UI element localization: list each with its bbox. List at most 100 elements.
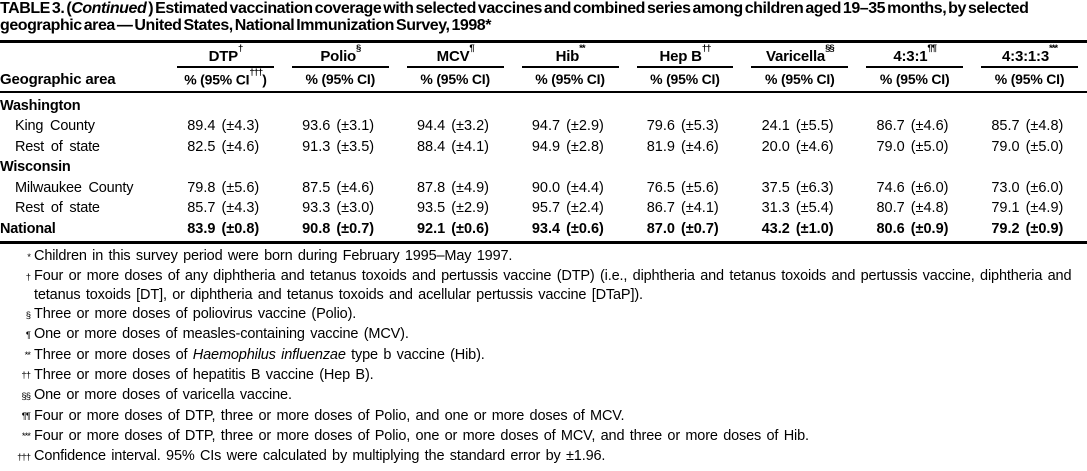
coverage-value: 43.2 (761, 220, 790, 237)
footnote-marker: §§ (21, 390, 31, 402)
column-ci-header: % (95% CI) (650, 71, 720, 87)
ci-value: (±4.6) (221, 138, 260, 155)
row-label: National (0, 220, 56, 237)
table-cell: 82.5 (±4.6) (168, 139, 283, 155)
column-header-cell: 4:3:1:3*** (972, 43, 1087, 68)
table-row: King County 89.4 (±4.3) 93.6 (±3.1) 94.4 (±3.2… (0, 116, 1087, 137)
ci-value: (±0.7) (680, 220, 719, 237)
table-cell: 79.8 (±5.6) (168, 180, 283, 196)
table-body: Washington King County 89.4 (±4.3) 93.6 (±3.1… (0, 93, 1087, 242)
title-continued: Continued (71, 0, 147, 17)
table-cell: 74.6 (±6.0) (857, 180, 972, 196)
table-cell: 90.8 (±0.7) (283, 221, 398, 237)
column-header-polio: Polio§ (291, 43, 389, 68)
table-cell: 95.7 (±2.4) (513, 200, 628, 216)
column-header-cell: DTP† (168, 43, 283, 68)
footnote-text: Four or more doses of DTP, three or more… (34, 427, 809, 444)
ci-value: (±3.1) (336, 118, 375, 135)
ci-value: (±4.8) (910, 200, 949, 217)
table-row: Rest of state 85.7 (±4.3) 93.3 (±3.0) 93.5 (±2… (0, 198, 1087, 219)
coverage-value: 79.2 (991, 220, 1020, 237)
coverage-value: 80.6 (876, 220, 905, 237)
title-rest: ) Estimated vaccination coverage with se… (0, 0, 1029, 34)
footnotes: * Children in this survey period were bor… (0, 247, 1087, 467)
table-cell: 87.8 (±4.9) (398, 180, 513, 196)
table-cell: 43.2 (±1.0) (742, 221, 857, 237)
footnote-text: One or more doses of measles-containing … (34, 326, 409, 343)
table-cell: 85.7 (±4.3) (168, 200, 283, 216)
coverage-value: 93.6 (302, 118, 331, 135)
row-label: Milwaukee County (15, 179, 134, 196)
ci-value: (±4.6) (680, 138, 719, 155)
ci-value: (±1.0) (795, 220, 834, 237)
coverage-value: 87.5 (302, 179, 331, 196)
table-cell: 83.9 (±0.8) (168, 221, 283, 237)
table-cell: 90.0 (±4.4) (513, 180, 628, 196)
footnote: § Three or more doses of poliovirus vacci… (0, 305, 1087, 325)
coverage-value: 86.7 (876, 118, 905, 135)
ci-value: (±6.3) (795, 179, 834, 196)
table-cell: 81.9 (±4.6) (628, 139, 743, 155)
footnote-marker: § (25, 309, 31, 321)
ci-value: (±3.2) (451, 118, 489, 135)
column-header-cell: 4:3:1¶¶ (857, 43, 972, 68)
column-footnote-marker: *** (1049, 43, 1058, 54)
column-ci-header: % (95% CI) (994, 71, 1065, 87)
ci-value: (±5.6) (680, 179, 719, 196)
footnote-text: Four or more doses of any diphtheria and… (34, 268, 1072, 304)
coverage-value: 31.3 (761, 200, 790, 217)
table-cell: 93.4 (±0.6) (513, 221, 628, 237)
column-footnote-marker: ¶¶ (927, 43, 937, 54)
column-footnote-marker: §§ (825, 43, 835, 54)
ci-value: (±4.6) (336, 179, 375, 196)
column-header-varicella: Varicella§§ (751, 43, 849, 68)
column-ci-header: % (95% CI) (765, 71, 835, 87)
table-cell: 31.3 (±5.4) (742, 200, 857, 216)
footnote: ††† Confidence interval. 95% CIs were cal… (0, 447, 1087, 467)
ci-value: (±5.3) (680, 118, 719, 135)
footnote: † Four or more doses of any diphtheria an… (0, 267, 1087, 305)
coverage-value: 91.3 (302, 138, 331, 155)
table-cell: 79.0 (±5.0) (972, 139, 1087, 155)
coverage-value: 92.1 (416, 220, 446, 237)
coverage-value: 89.4 (187, 118, 216, 135)
column-header-mcv: MCV¶ (406, 43, 504, 68)
coverage-value: 79.6 (646, 118, 675, 135)
footnote-italic-term: Haemophilus influenzae (192, 346, 346, 363)
ci-value: (±0.9) (1025, 220, 1064, 237)
coverage-value: 79.8 (187, 179, 216, 196)
column-ci-header: % (95% CI) (879, 71, 950, 87)
table-cell: 94.7 (±2.9) (513, 118, 628, 134)
column-header-4-3-1: 4:3:1¶¶ (866, 43, 964, 68)
coverage-value: 87.8 (416, 179, 446, 196)
table-cell: 93.5 (±2.9) (398, 200, 513, 216)
footnote: §§ One or more doses of varicella vaccine… (0, 386, 1087, 406)
table-bottom-rule (0, 241, 1087, 245)
coverage-value: 81.9 (646, 138, 675, 155)
table-cell: 93.6 (±3.1) (283, 118, 398, 134)
coverage-value: 93.5 (416, 200, 446, 217)
column-ci-header: % (95% CI) (420, 71, 490, 87)
column-header-4-3-1-3: 4:3:1:3*** (981, 43, 1078, 68)
coverage-value: 90.8 (302, 220, 331, 237)
ci-value: (±4.1) (680, 200, 719, 217)
footnote-marker: ** (24, 350, 31, 362)
coverage-value: 94.7 (531, 118, 561, 135)
coverage-value: 88.4 (416, 138, 446, 155)
footnote-marker: ¶¶ (21, 411, 31, 423)
ci-value: (±2.4) (566, 200, 604, 217)
coverage-value: 73.0 (991, 179, 1020, 196)
table-cell: 86.7 (±4.1) (628, 200, 743, 216)
footnote-text: Three or more doses of hepatitis B vacci… (34, 366, 374, 383)
ci-value: (±0.8) (221, 220, 260, 237)
coverage-value: 94.4 (416, 118, 446, 135)
coverage-value: 87.0 (646, 220, 675, 237)
row-label: Wisconsin (0, 159, 71, 176)
column-ci-header: % (95% CI) (305, 71, 376, 87)
ci-value: (±0.9) (910, 220, 949, 237)
ci-value: (±5.4) (795, 200, 834, 217)
table-cell: 94.9 (±2.8) (513, 139, 628, 155)
table-cell: 91.3 (±3.5) (283, 139, 398, 155)
coverage-value: 80.7 (876, 200, 905, 217)
